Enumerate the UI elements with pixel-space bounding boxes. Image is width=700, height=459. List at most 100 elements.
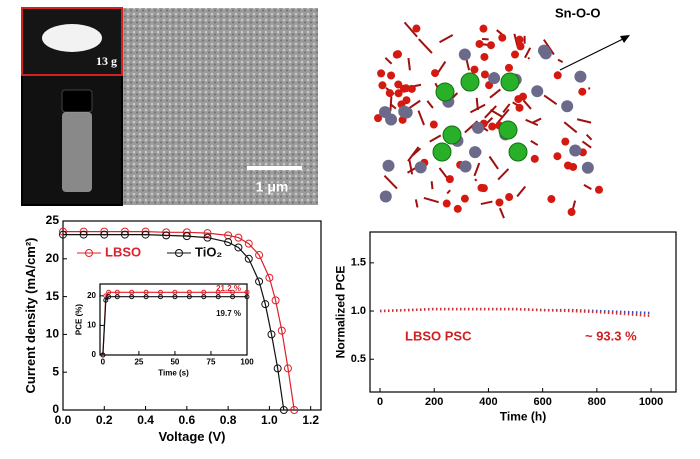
- oxygen-atom: [517, 42, 525, 50]
- bond: [582, 141, 591, 147]
- bond: [408, 58, 409, 70]
- oxygen-atom: [431, 69, 439, 77]
- plot-frame: [100, 284, 247, 355]
- x-tick-label: 0: [377, 396, 383, 408]
- bond: [524, 100, 532, 108]
- oxygen-atom: [475, 40, 483, 48]
- tin-atom: [380, 191, 392, 203]
- x-tick-label: 75: [207, 357, 216, 366]
- oxygen-atom: [568, 208, 576, 216]
- bond: [416, 199, 418, 207]
- bond: [544, 95, 556, 104]
- annotation: LBSO PSC: [405, 328, 472, 343]
- barium-atom: [443, 126, 461, 144]
- bond: [430, 135, 441, 141]
- y-tick-label: 20: [87, 291, 96, 300]
- bond: [531, 141, 538, 145]
- structure-label: Sn-O-O: [555, 5, 601, 20]
- y-tick-label: 0.5: [351, 353, 366, 365]
- oxygen-atom: [430, 121, 438, 129]
- oxygen-atom: [487, 41, 495, 49]
- y-axis-label: Current density (mA/cm²): [23, 237, 38, 393]
- oxygen-atom: [511, 51, 519, 59]
- oxygen-atom: [547, 195, 555, 203]
- oxygen-atom: [595, 186, 603, 194]
- tin-atom: [488, 72, 500, 84]
- barium-atom: [436, 83, 454, 101]
- y-tick-label: 20: [46, 251, 60, 265]
- y-tick-label: 5: [52, 364, 59, 378]
- oxygen-atom: [578, 88, 586, 96]
- x-tick-label: 0.8: [220, 413, 237, 427]
- oxygen-atom: [553, 152, 561, 160]
- oxygen-atom: [569, 163, 577, 171]
- oxygen-atom: [516, 104, 524, 112]
- barium-atom: [433, 143, 451, 161]
- oxygen-atom: [516, 36, 524, 44]
- x-tick-label: 1.2: [302, 413, 319, 427]
- bond: [498, 169, 508, 180]
- oxygen-atom: [408, 85, 416, 93]
- tin-atom: [561, 100, 573, 112]
- x-tick-label: 1000: [639, 396, 663, 408]
- y-tick-label: 10: [87, 321, 96, 330]
- oxygen-atom: [495, 198, 503, 206]
- bond: [517, 187, 525, 197]
- x-tick-label: 0.6: [178, 413, 195, 427]
- tin-atom: [460, 161, 472, 173]
- oxygen-atom: [377, 69, 385, 77]
- oxygen-atom: [480, 53, 488, 61]
- bond: [500, 208, 504, 218]
- bond: [419, 39, 432, 53]
- bond: [587, 135, 592, 140]
- tin-atom: [569, 145, 581, 157]
- tin-atom: [574, 71, 586, 83]
- bond: [440, 35, 453, 42]
- oxygen-atom: [505, 193, 513, 201]
- oxygen-atom: [443, 200, 451, 208]
- bond: [385, 58, 391, 64]
- tin-atom: [472, 122, 484, 134]
- oxygen-atom: [412, 25, 420, 33]
- x-tick-label: 100: [240, 357, 254, 366]
- tin-atom: [398, 106, 410, 118]
- bond: [477, 98, 478, 110]
- barium-atom: [461, 73, 479, 91]
- tin-atom: [459, 48, 471, 60]
- oxygen-atom: [400, 85, 408, 93]
- y-axis-label: Normalized PCE: [334, 266, 348, 359]
- bond: [584, 185, 591, 189]
- tin-atom: [383, 160, 395, 172]
- bond: [533, 119, 541, 123]
- y-tick-label: 1.5: [351, 257, 366, 269]
- oxygen-atom: [378, 81, 386, 89]
- oxygen-atom: [561, 138, 569, 146]
- oxygen-atom: [454, 205, 462, 213]
- annotation: 21.2 %: [216, 284, 241, 293]
- bond: [490, 89, 500, 97]
- arrow: [560, 38, 625, 70]
- barium-atom: [509, 143, 527, 161]
- y-tick-label: 10: [46, 327, 60, 341]
- bond: [481, 202, 493, 205]
- x-tick-label: 50: [170, 357, 179, 366]
- x-tick-label: 800: [588, 396, 606, 408]
- y-tick-label: 25: [46, 213, 60, 227]
- y-tick-label: 15: [46, 289, 60, 303]
- annotation: 19.7 %: [216, 309, 241, 318]
- bond: [427, 101, 433, 108]
- bond: [418, 111, 424, 125]
- arrow-head: [620, 35, 630, 43]
- oxygen-atom: [554, 71, 562, 79]
- x-axis-label: Voltage (V): [159, 429, 226, 444]
- vial-body: [62, 112, 92, 192]
- oxygen-atom: [480, 184, 488, 192]
- bond: [497, 30, 502, 34]
- bond: [474, 163, 479, 176]
- crystal-structure: [374, 22, 603, 218]
- x-tick-label: 600: [533, 396, 551, 408]
- y-tick-label: 0: [92, 350, 97, 359]
- bond: [490, 110, 501, 117]
- bond: [475, 179, 476, 181]
